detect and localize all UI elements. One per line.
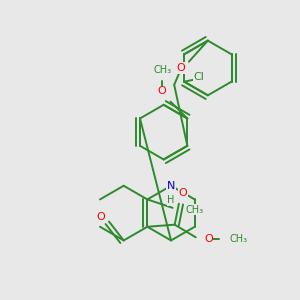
Text: N: N — [167, 181, 175, 191]
Text: O: O — [176, 63, 185, 73]
Text: Cl: Cl — [194, 72, 204, 82]
Text: CH₃: CH₃ — [185, 205, 203, 215]
Text: O: O — [158, 86, 167, 96]
Text: O: O — [204, 234, 213, 244]
Text: O: O — [96, 212, 105, 222]
Text: CH₃: CH₃ — [153, 65, 171, 75]
Text: O: O — [179, 188, 188, 198]
Text: H: H — [167, 196, 175, 206]
Text: CH₃: CH₃ — [230, 234, 247, 244]
